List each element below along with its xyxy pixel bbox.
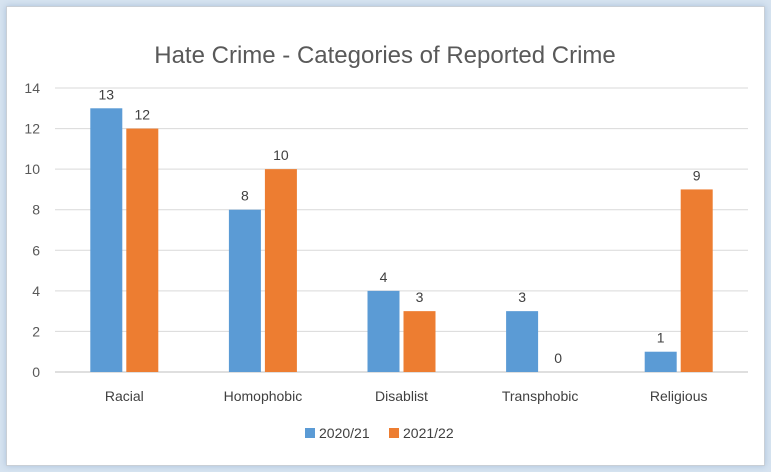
bar-2020-21-transphobic [506,311,539,372]
data-label: 3 [518,289,526,305]
legend-label: 2021/22 [403,425,454,441]
y-tick-label: 4 [32,283,40,299]
bar-2021-22-homophobic [264,169,297,372]
data-label: 1 [657,330,665,346]
legend: 2020/21 2021/22 [305,425,454,441]
legend-label: 2020/21 [319,425,370,441]
y-tick-label: 10 [24,161,40,177]
legend-swatch [389,428,399,438]
gridlines [55,87,748,373]
data-label: 10 [273,147,289,163]
bar-2021-22-religious [680,189,713,372]
y-tick-label: 6 [32,242,40,258]
data-label: 9 [693,167,701,183]
y-tick-label: 0 [32,364,40,380]
chart-container: Hate Crime - Categories of Reported Crim… [6,6,765,466]
bars [90,108,713,373]
y-axis-ticks: 0 2 4 6 8 10 12 14 [24,80,40,380]
x-category-label: Homophobic [224,388,303,404]
bar-2020-21-religious [644,351,677,372]
x-category-label: Racial [105,388,144,404]
bar-2021-22-racial [126,128,159,372]
data-label: 12 [135,107,151,123]
data-label: 8 [241,188,249,204]
legend-swatch [305,428,315,438]
y-tick-label: 14 [24,80,40,96]
x-category-label: Religious [650,388,708,404]
x-category-label: Transphobic [502,388,579,404]
bar-2020-21-racial [90,108,123,373]
data-labels: 13 12 8 10 4 3 3 0 1 9 [99,86,701,366]
data-label: 0 [554,350,562,366]
x-axis-categories: Racial Homophobic Disablist Transphobic Reli… [105,388,708,404]
bar-chart: Hate Crime - Categories of Reported Crim… [24,42,748,441]
y-tick-label: 2 [32,323,40,339]
data-label: 4 [380,269,388,285]
bar-2020-21-homophobic [228,209,261,372]
chart-title: Hate Crime - Categories of Reported Crim… [154,42,616,69]
bar-2020-21-disablist [367,290,400,372]
x-category-label: Disablist [375,388,428,404]
bar-2021-22-disablist [403,311,436,372]
y-tick-label: 8 [32,202,40,218]
data-label: 3 [416,289,424,305]
y-tick-label: 12 [24,121,40,137]
data-label: 13 [99,86,115,102]
